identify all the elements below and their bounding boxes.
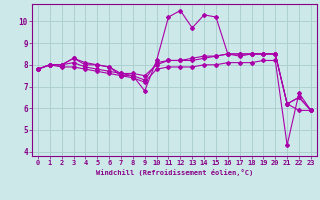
X-axis label: Windchill (Refroidissement éolien,°C): Windchill (Refroidissement éolien,°C) <box>96 169 253 176</box>
